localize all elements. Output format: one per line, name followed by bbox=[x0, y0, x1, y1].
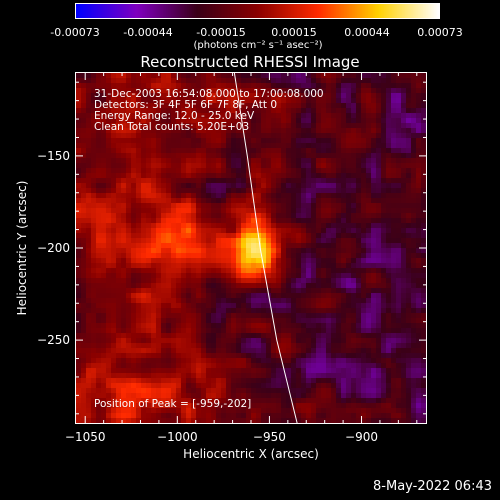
chart-title: Reconstructed RHESSI Image bbox=[140, 53, 360, 71]
colorbar-units-label: (photons cm⁻² s⁻¹ asec⁻²) bbox=[193, 40, 323, 51]
date-stamp: 8-May-2022 06:43 bbox=[373, 479, 492, 494]
peak-position-label: Position of Peak = [-959,-202] bbox=[94, 398, 252, 410]
plot-overlay bbox=[76, 73, 426, 423]
x-axis-label: Heliocentric X (arcsec) bbox=[183, 447, 319, 461]
info-clean-counts: Clean Total counts: 5.20E+03 bbox=[94, 121, 250, 133]
y-axis-tick-label: −150 bbox=[37, 148, 70, 163]
colorbar bbox=[75, 3, 440, 19]
x-axis-tick-label: −1000 bbox=[157, 430, 198, 444]
x-axis-tick-label: −1050 bbox=[64, 430, 106, 444]
colorbar-tick-label: -0.00015 bbox=[196, 26, 246, 39]
solar-limb-line bbox=[233, 73, 298, 423]
x-axis-tick-label: −900 bbox=[345, 430, 378, 444]
y-axis-tick-label: −250 bbox=[37, 333, 70, 348]
colorbar-gradient bbox=[76, 4, 439, 18]
info-detectors: Detectors: 3F 4F 5F 6F 7F 8F, Att 0 bbox=[94, 99, 278, 111]
plot-area: 31-Dec-2003 16:54:08.000 to 17:00:08.000… bbox=[75, 72, 427, 424]
colorbar-tick-label: 0.00073 bbox=[417, 26, 463, 39]
y-axis-tick-label: −200 bbox=[37, 241, 70, 255]
colorbar-tick-label: 0.00044 bbox=[344, 26, 390, 39]
colorbar-tick-label: -0.00044 bbox=[123, 26, 173, 39]
info-time-range: 31-Dec-2003 16:54:08.000 to 17:00:08.000 bbox=[94, 88, 324, 100]
y-axis-label: Heliocentric Y (arcsec) bbox=[15, 180, 29, 316]
info-energy-range: Energy Range: 12.0 - 25.0 keV bbox=[94, 110, 255, 122]
colorbar-tick-label: -0.00073 bbox=[50, 26, 100, 39]
heatmap-image bbox=[76, 73, 426, 423]
x-axis-tick-label: −950 bbox=[252, 430, 286, 444]
colorbar-tick-label: 0.00015 bbox=[271, 26, 317, 39]
